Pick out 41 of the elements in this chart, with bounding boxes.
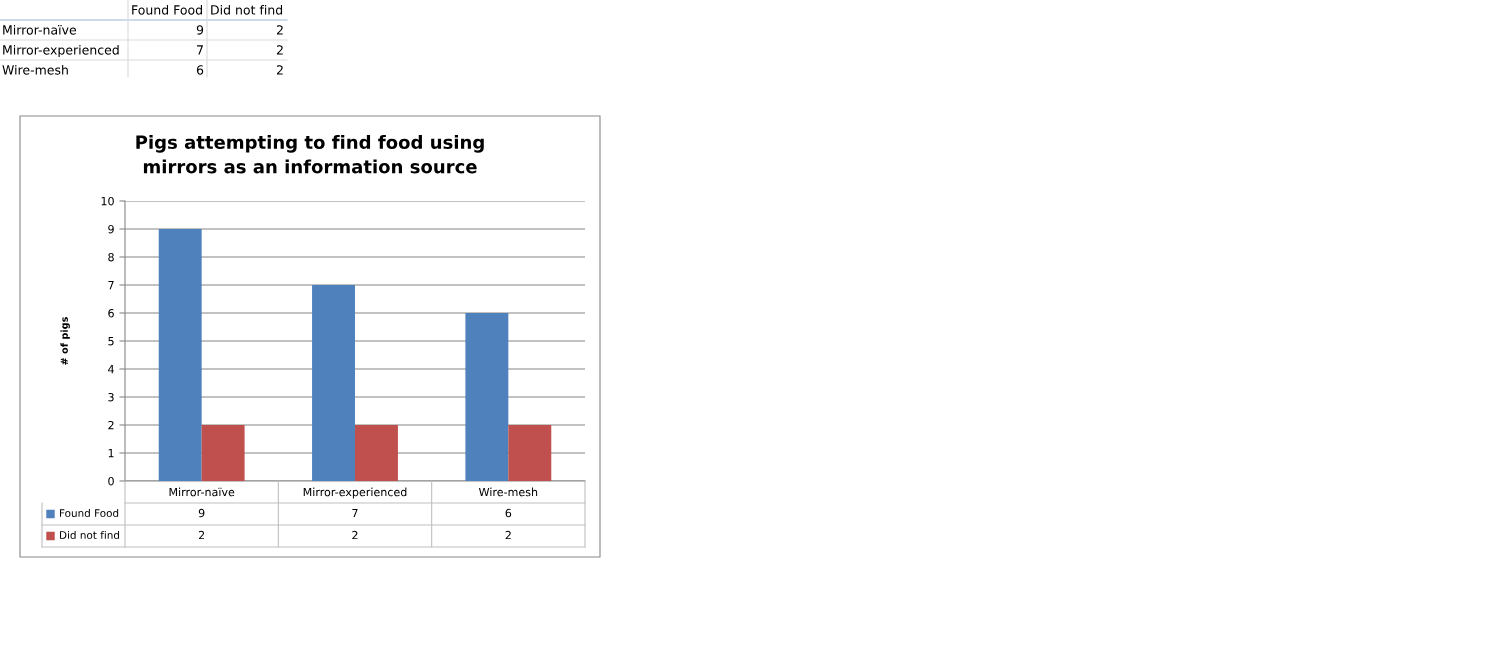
bar bbox=[508, 425, 552, 481]
bar bbox=[201, 425, 245, 481]
bar bbox=[312, 285, 355, 481]
bar bbox=[465, 313, 509, 481]
y-tick-label: 0 bbox=[108, 476, 114, 486]
data-label: 2 bbox=[352, 530, 358, 540]
data-label: 7 bbox=[352, 508, 358, 518]
data-label: 2 bbox=[276, 25, 283, 35]
bar bbox=[158, 229, 202, 481]
legend-label: Did not find bbox=[60, 530, 120, 540]
data-label: 2 bbox=[198, 530, 205, 540]
data-label: 2 bbox=[276, 65, 283, 75]
y-tick-label: 5 bbox=[108, 337, 114, 346]
text: Found Food bbox=[132, 4, 202, 15]
data-label: 2 bbox=[505, 530, 511, 540]
category-label: Wire-mesh bbox=[2, 64, 68, 75]
y-tick-label: 10 bbox=[101, 196, 114, 206]
bar bbox=[355, 425, 398, 481]
legend-label: Found Food bbox=[60, 508, 119, 518]
y-tick-label: 4 bbox=[108, 365, 114, 374]
y-tick-label: 2 bbox=[108, 420, 114, 430]
x-tick-label: Wire-mesh bbox=[478, 487, 538, 497]
y-tick-label: 3 bbox=[108, 392, 114, 402]
y-tick-label: 7 bbox=[108, 281, 114, 290]
data-label: 9 bbox=[196, 25, 204, 35]
y-tick-label: 1 bbox=[108, 449, 114, 458]
y-tick-label: 6 bbox=[108, 308, 114, 318]
data-label: 7 bbox=[197, 45, 203, 55]
y-tick-label: 8 bbox=[108, 252, 114, 262]
y-axis-title: # of pigs bbox=[60, 317, 70, 365]
data-label: 2 bbox=[276, 45, 283, 55]
chart-title: Pigs attempting to find food using mirrors as an information source bbox=[136, 135, 484, 174]
x-tick-label: Mirror-experienced bbox=[303, 487, 407, 499]
text: Did not find bbox=[211, 4, 283, 15]
y-tick-label: 9 bbox=[108, 224, 114, 234]
x-tick-label: Mirror-naïve bbox=[169, 487, 235, 497]
category-label: Mirror-naïve bbox=[3, 24, 77, 35]
data-label: 6 bbox=[505, 508, 512, 518]
category-label: Mirror-experienced bbox=[3, 44, 119, 58]
data-label: 6 bbox=[196, 65, 204, 75]
data-label: 9 bbox=[198, 508, 205, 518]
